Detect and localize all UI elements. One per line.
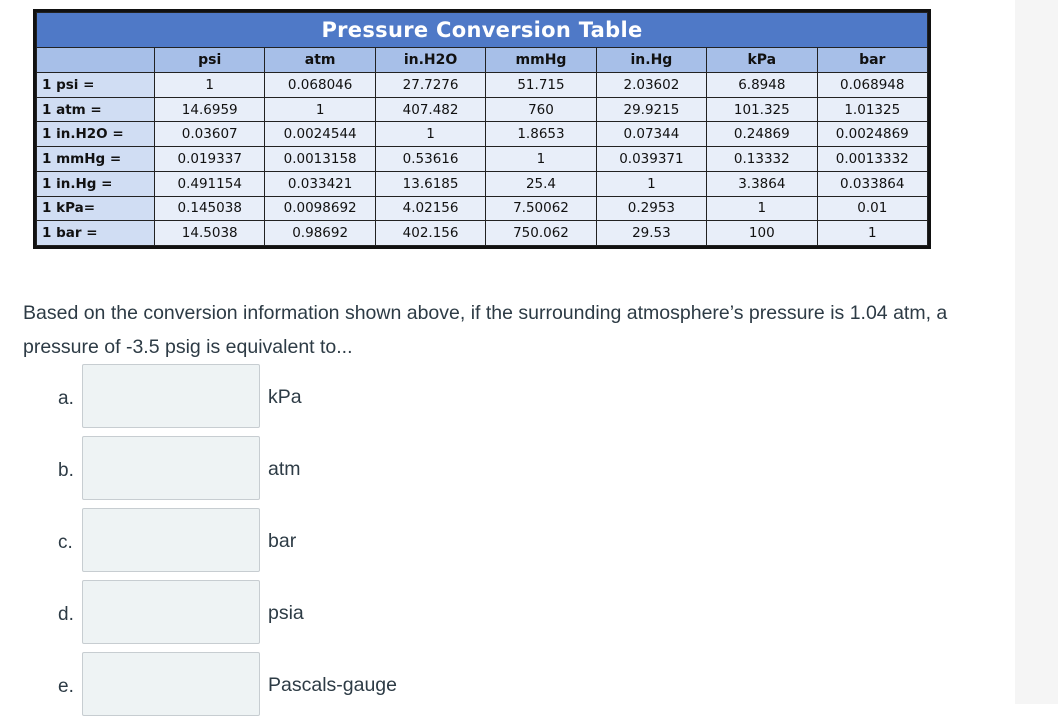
row-label: 1 bar = (36, 220, 155, 246)
answer-unit: atm (268, 458, 301, 480)
table-title: Pressure Conversion Table (36, 12, 928, 48)
row-label: 1 in.Hg = (36, 170, 155, 197)
table-cell: 0.03607 (153, 121, 266, 148)
table-cell: 1 (374, 121, 487, 148)
table-cell: 1 (816, 220, 929, 246)
table-cell: 0.491154 (153, 170, 266, 197)
table-cell: 750.062 (485, 220, 597, 246)
table-row: 1 in.H2O = 0.03607 0.0024544 1 1.8653 0.… (36, 121, 929, 148)
table-row: 1 psi = 1 0.068046 27.7276 51.715 2.0360… (36, 72, 929, 98)
answer-unit: kPa (268, 386, 302, 408)
table-cell: 0.0098692 (264, 195, 376, 222)
table-cell: 402.156 (374, 220, 487, 246)
table-cell: 0.24869 (706, 121, 818, 148)
answer-letter: a. (58, 388, 74, 409)
table-cell: 1 (153, 72, 266, 98)
table-cell: 101.325 (706, 96, 818, 123)
table-cell: 1 (485, 146, 597, 172)
table-cell: 1.8653 (485, 121, 597, 148)
answer-row-e: e. Pascals-gauge (0, 652, 500, 720)
answer-letter: d. (58, 604, 74, 625)
table-cell: 0.0013332 (816, 146, 929, 172)
table-row: 1 in.Hg = 0.491154 0.033421 13.6185 25.4… (36, 170, 929, 197)
table-row: 1 mmHg = 0.019337 0.0013158 0.53616 1 0.… (36, 146, 929, 172)
table-cell: 13.6185 (374, 170, 487, 197)
table-row: 1 kPa= 0.145038 0.0098692 4.02156 7.5006… (36, 195, 929, 222)
column-header: mmHg (485, 47, 597, 73)
answer-input-psia[interactable] (82, 580, 260, 644)
table-cell: 0.2953 (595, 195, 708, 222)
table-cell: 2.03602 (595, 72, 708, 98)
table-cell: 29.9215 (595, 96, 708, 123)
table-cell: 1 (264, 96, 376, 123)
question-text: Based on the conversion information show… (23, 302, 948, 358)
table-row: 1 atm = 14.6959 1 407.482 760 29.9215 10… (36, 96, 929, 123)
table-cell: 407.482 (374, 96, 487, 123)
answer-input-atm[interactable] (82, 436, 260, 500)
table-cell: 1.01325 (816, 96, 929, 123)
table-cell: 0.07344 (595, 121, 708, 148)
table-cell: 0.068948 (816, 72, 929, 98)
row-label: 1 mmHg = (36, 146, 155, 172)
answer-unit: psia (268, 602, 304, 624)
table-cell: 1 (595, 170, 708, 197)
table-cell: 7.50062 (485, 195, 597, 222)
table-cell: 0.033864 (816, 170, 929, 197)
row-label: 1 atm = (36, 96, 155, 123)
table-cell: 0.0024544 (264, 121, 376, 148)
column-header: psi (153, 47, 266, 73)
table-cell: 3.3864 (706, 170, 818, 197)
page-side-strip (1015, 0, 1058, 704)
table-cell: 0.019337 (153, 146, 266, 172)
table-cell: 25.4 (485, 170, 597, 197)
answer-unit: bar (268, 530, 297, 552)
column-header: in.H2O (374, 47, 487, 73)
column-header: atm (264, 47, 376, 73)
table-cell: 0.98692 (264, 220, 376, 246)
table-cell: 0.0024869 (816, 121, 929, 148)
table-cell: 0.033421 (264, 170, 376, 197)
table-cell: 1 (706, 195, 818, 222)
table-cell: 51.715 (485, 72, 597, 98)
table-cell: 14.6959 (153, 96, 266, 123)
answer-input-kpa[interactable] (82, 364, 260, 428)
row-label: 1 in.H2O = (36, 121, 155, 148)
answer-row-b: b. atm (0, 436, 500, 504)
column-header-row: psi atm in.H2O mmHg in.Hg kPa bar (36, 47, 929, 73)
answer-unit: Pascals-gauge (268, 674, 397, 696)
pressure-conversion-table-image: Pressure Conversion Table psi atm in.H2O… (33, 9, 931, 249)
answer-row-d: d. psia (0, 580, 500, 648)
table-cell: 4.02156 (374, 195, 487, 222)
answer-letter: c. (58, 532, 73, 553)
table-cell: 27.7276 (374, 72, 487, 98)
column-header: bar (816, 47, 929, 73)
corner-cell (36, 47, 155, 73)
table-cell: 0.53616 (374, 146, 487, 172)
table-cell: 0.068046 (264, 72, 376, 98)
table-cell: 0.0013158 (264, 146, 376, 172)
answer-letter: e. (58, 676, 74, 697)
row-label: 1 kPa= (36, 195, 155, 222)
table-cell: 0.039371 (595, 146, 708, 172)
table-cell: 760 (485, 96, 597, 123)
table-cell: 0.13332 (706, 146, 818, 172)
answer-letter: b. (58, 460, 74, 481)
table-cell: 29.53 (595, 220, 708, 246)
table-row: 1 bar = 14.5038 0.98692 402.156 750.062 … (36, 220, 929, 246)
table-cell: 14.5038 (153, 220, 266, 246)
row-label: 1 psi = (36, 72, 155, 98)
answer-input-bar[interactable] (82, 508, 260, 572)
answer-input-pascals-gauge[interactable] (82, 652, 260, 716)
table-cell: 0.01 (816, 195, 929, 222)
conversion-table: Pressure Conversion Table psi atm in.H2O… (36, 12, 929, 246)
table-cell: 0.145038 (153, 195, 266, 222)
answer-row-c: c. bar (0, 508, 500, 576)
column-header: kPa (706, 47, 818, 73)
column-header: in.Hg (595, 47, 708, 73)
answer-row-a: a. kPa (0, 364, 500, 432)
table-cell: 100 (706, 220, 818, 246)
table-cell: 6.8948 (706, 72, 818, 98)
